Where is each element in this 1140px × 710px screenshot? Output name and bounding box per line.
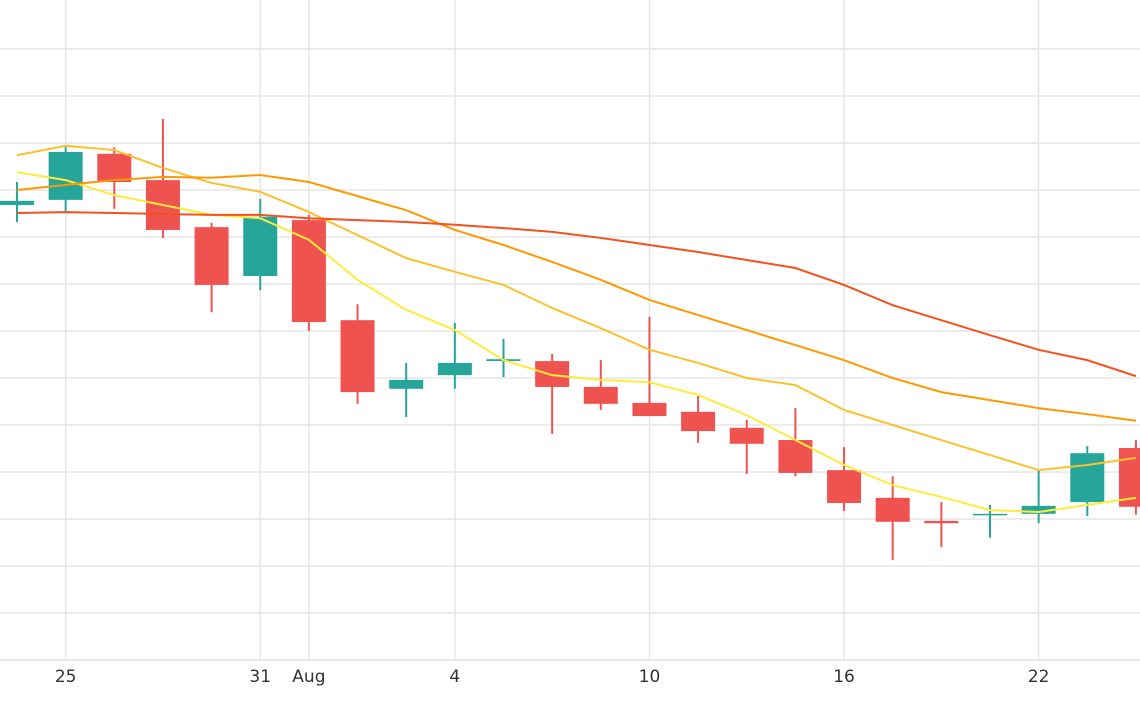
x-tick-label: 22 <box>1028 667 1050 687</box>
candle-body <box>681 411 716 432</box>
candle-body <box>924 520 959 524</box>
candle-body <box>583 386 618 404</box>
candle-body <box>243 216 278 277</box>
candle-body <box>1118 448 1140 507</box>
x-tick-label: 25 <box>55 667 77 687</box>
candle-body <box>194 227 229 285</box>
candle-body <box>97 153 132 183</box>
candle-body <box>778 440 813 473</box>
x-tick-label: Aug <box>292 667 325 687</box>
candle-body <box>632 402 667 417</box>
moving-average-line <box>16 211 1137 378</box>
x-tick-label: 4 <box>449 667 460 687</box>
candle-body <box>827 470 862 504</box>
x-tick-label: 31 <box>249 667 271 687</box>
moving-average-line <box>16 173 1137 422</box>
candle-body <box>973 513 1007 516</box>
candle-body <box>48 151 83 200</box>
candle-body <box>1070 453 1105 503</box>
candle-body <box>291 220 326 323</box>
moving-average-line <box>16 144 1137 472</box>
candle-body <box>0 200 34 206</box>
moving-average-line <box>16 171 1137 513</box>
x-tick-label: 10 <box>639 667 661 687</box>
x-tick-label: 16 <box>833 667 855 687</box>
candle-body <box>437 362 472 376</box>
candle-body <box>389 379 424 389</box>
candle-body <box>535 361 570 387</box>
candle-body <box>729 427 764 444</box>
candle-body <box>875 497 910 522</box>
candle-body <box>340 320 375 393</box>
candle-body <box>1021 505 1056 514</box>
